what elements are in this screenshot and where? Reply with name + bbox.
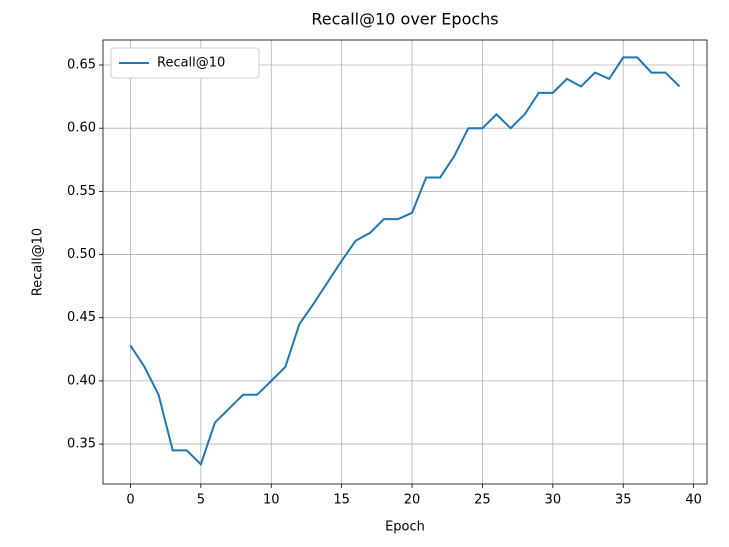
y-tick-label: 0.35 (67, 437, 96, 452)
x-tick-label: 30 (545, 493, 562, 508)
x-tick-label: 10 (263, 493, 280, 508)
plot-frame (102, 39, 708, 485)
y-tick-label: 0.60 (67, 121, 96, 136)
x-tick-label: 0 (126, 493, 134, 508)
y-tick-label: 0.45 (67, 310, 96, 325)
legend-label: Recall@10 (157, 56, 225, 71)
y-axis-label: Recall@10 (31, 228, 46, 296)
y-tick-label: 0.40 (67, 373, 96, 388)
chart-title: Recall@10 over Epochs (311, 10, 498, 29)
data-line (129, 56, 681, 467)
x-tick-label: 40 (685, 493, 702, 508)
y-tick-label: 0.55 (67, 184, 96, 199)
x-tick-label: 35 (615, 493, 632, 508)
x-axis-label: Epoch (385, 520, 425, 535)
x-tick-label: 20 (404, 493, 421, 508)
legend-box (110, 47, 260, 79)
x-tick-label: 15 (333, 493, 350, 508)
x-tick-label: 25 (474, 493, 491, 508)
x-tick-label: 5 (197, 493, 205, 508)
y-tick-label: 0.50 (67, 247, 96, 262)
y-tick-label: 0.65 (67, 58, 96, 73)
